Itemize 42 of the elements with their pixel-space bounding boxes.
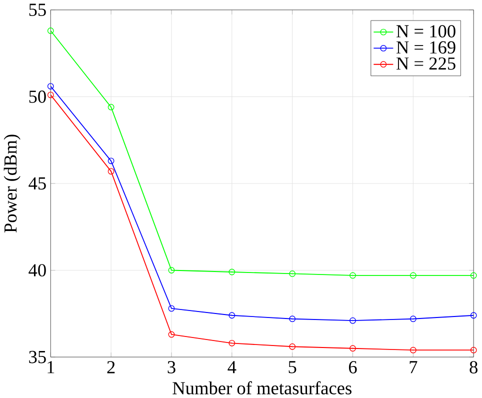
point (228, 268, 236, 276)
x-tick-label: 5 (288, 360, 296, 374)
point (168, 305, 175, 312)
x-tick-label: 4 (228, 361, 236, 374)
point (108, 168, 114, 174)
y-axis-title: Power (dBm) (4, 134, 20, 232)
point (470, 346, 477, 354)
point (470, 312, 477, 318)
legend-label: N = 225 (396, 57, 456, 70)
point (47, 27, 54, 34)
point (168, 331, 175, 338)
x-tick-label: 6 (348, 361, 357, 374)
legend-label: N = 100 (396, 25, 456, 38)
point (289, 316, 296, 322)
y-tick-label: 45 (28, 177, 46, 190)
y-tick-label: 55 (29, 4, 46, 16)
x-axis-title: Number of metasurfaces (172, 381, 352, 394)
point (350, 272, 356, 279)
point (228, 312, 236, 318)
x-tick-label: 1 (48, 361, 54, 374)
y-tick-label: 50 (29, 90, 46, 103)
point (350, 317, 356, 324)
y-tick-label: 35 (29, 350, 46, 364)
point (47, 92, 54, 98)
x-tick-label: 2 (107, 361, 115, 374)
point (228, 340, 236, 346)
point (289, 270, 296, 277)
point (108, 104, 114, 110)
point (410, 272, 416, 279)
point (108, 158, 114, 164)
point (350, 345, 356, 352)
point (470, 272, 477, 279)
point (410, 316, 416, 322)
x-tick-label: 7 (410, 360, 418, 373)
point (47, 82, 54, 90)
point (168, 266, 175, 274)
x-tick-label: 3 (168, 361, 176, 374)
legend-label: N = 169 (396, 41, 456, 54)
point (410, 346, 416, 354)
x-tick-label: 8 (470, 361, 478, 374)
point (289, 343, 296, 350)
y-tick-label: 40 (28, 264, 46, 276)
